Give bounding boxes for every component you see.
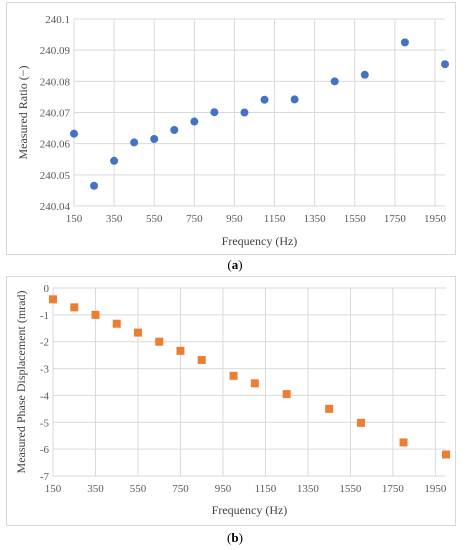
chart-a-xtick-label: 1750: [384, 213, 407, 225]
chart-b-xtick-label: 1550: [339, 483, 362, 495]
chart-a-xtick-label: 150: [66, 213, 83, 225]
chart-a-data-point: [110, 156, 119, 165]
chart-b-xtick-label: 550: [130, 483, 147, 495]
chart-b-ytick-label: -2: [40, 337, 49, 349]
chart-b-data-point: [133, 328, 142, 337]
chart-b-xtick-label: 350: [87, 483, 104, 495]
chart-a-ytick-label: 240.06: [40, 139, 71, 151]
chart-b-data-point: [399, 438, 408, 447]
chart-b-ytick-label: -7: [40, 471, 50, 483]
chart-a-ytick-label: 240.09: [40, 45, 71, 57]
chart-b-y-axis-title: Measured Phase Displacement (mrad): [14, 291, 28, 474]
chart-b-xtick-label: 1750: [382, 483, 405, 495]
chart-b-data-point: [155, 337, 164, 346]
chart-a-data-point: [360, 70, 369, 79]
chart-a-data-point: [240, 108, 249, 117]
chart-b-xtick-label: 950: [215, 483, 232, 495]
chart-b-ytick-label: -6: [40, 444, 50, 456]
chart-a-ytick-label: 240.04: [40, 201, 71, 213]
chart-a-data-point: [130, 138, 139, 147]
chart-b-xtick-label: 1150: [255, 483, 277, 495]
chart-b-ytick-label: -3: [40, 364, 50, 376]
chart-b-xtick-label: 1950: [424, 483, 447, 495]
chart-b-data-point: [70, 303, 79, 312]
chart-a-data-point: [70, 129, 78, 138]
chart-a-svg: 240.04 240.05 240.06 240.07 240.08 240.09 240.…: [16, 14, 449, 248]
chart-a-xtick-label: 1950: [424, 213, 447, 225]
chart-b-panel: 0 -1 -2 -3 -4 -5 -6 -7 150 350 550 750 950 1150 1350 15…: [6, 276, 456, 526]
chart-a-ytick-label: 240.08: [40, 76, 71, 88]
chart-b-data-point: [229, 371, 238, 380]
chart-b-ytick-label: -1: [40, 310, 49, 322]
chart-b-ytick-label: 0: [44, 283, 50, 295]
chart-b-ytick-label: -5: [40, 417, 50, 429]
chart-a-data-point: [290, 95, 299, 104]
chart-a-ytick-label: 240.1: [45, 14, 70, 26]
chart-a-panel: 240.04 240.05 240.06 240.07 240.08 240.09 240.…: [6, 2, 456, 255]
caption-a-label: a: [231, 257, 239, 272]
chart-b-data-point: [442, 450, 450, 459]
chart-a-xtick-label: 1150: [264, 213, 286, 225]
chart-b-data-point: [357, 418, 366, 427]
caption-b-label: b: [231, 530, 239, 545]
caption-a: (a): [227, 257, 243, 272]
chart-a-xtick-label: 950: [226, 213, 243, 225]
chart-b-xtick-label: 750: [172, 483, 189, 495]
chart-a-xtick-label: 550: [146, 213, 163, 225]
chart-a-y-axis-title: Measured Ratio (−): [16, 65, 30, 159]
chart-a-data-point: [441, 60, 449, 69]
chart-a-data-point: [150, 134, 159, 143]
chart-b-data-point: [176, 346, 185, 355]
chart-a-data-point: [260, 95, 269, 104]
chart-a-data-point: [330, 77, 339, 86]
chart-a-ytick-label: 240.07: [40, 108, 71, 120]
chart-a-ytick-label: 240.05: [40, 170, 71, 182]
chart-b-xtick-label: 1350: [297, 483, 320, 495]
chart-b-data-point: [49, 295, 57, 304]
chart-a-x-axis-title: Frequency (Hz): [222, 234, 298, 248]
chart-b-xtick-label: 150: [45, 483, 62, 495]
chart-a-xtick-label: 350: [106, 213, 123, 225]
chart-b-data-point: [91, 310, 100, 319]
chart-b-x-axis-title: Frequency (Hz): [212, 503, 288, 517]
chart-a-xtick-label: 1350: [304, 213, 327, 225]
chart-a-xtick-label: 1550: [344, 213, 367, 225]
chart-b-data-point: [250, 379, 259, 388]
chart-a-data-point: [210, 108, 219, 117]
chart-b-data-point: [197, 355, 206, 364]
chart-a-data-point: [400, 38, 409, 47]
chart-b-data-point: [112, 319, 121, 328]
chart-b-ytick-label: -4: [40, 390, 50, 402]
chart-b-data-point: [282, 390, 291, 399]
chart-a-xtick-label: 750: [186, 213, 203, 225]
chart-b-data-point: [325, 404, 334, 413]
chart-a-data-point: [90, 181, 99, 190]
caption-b: (b): [227, 530, 243, 545]
chart-a-data-point: [190, 117, 199, 126]
chart-a-data-point: [170, 125, 179, 134]
